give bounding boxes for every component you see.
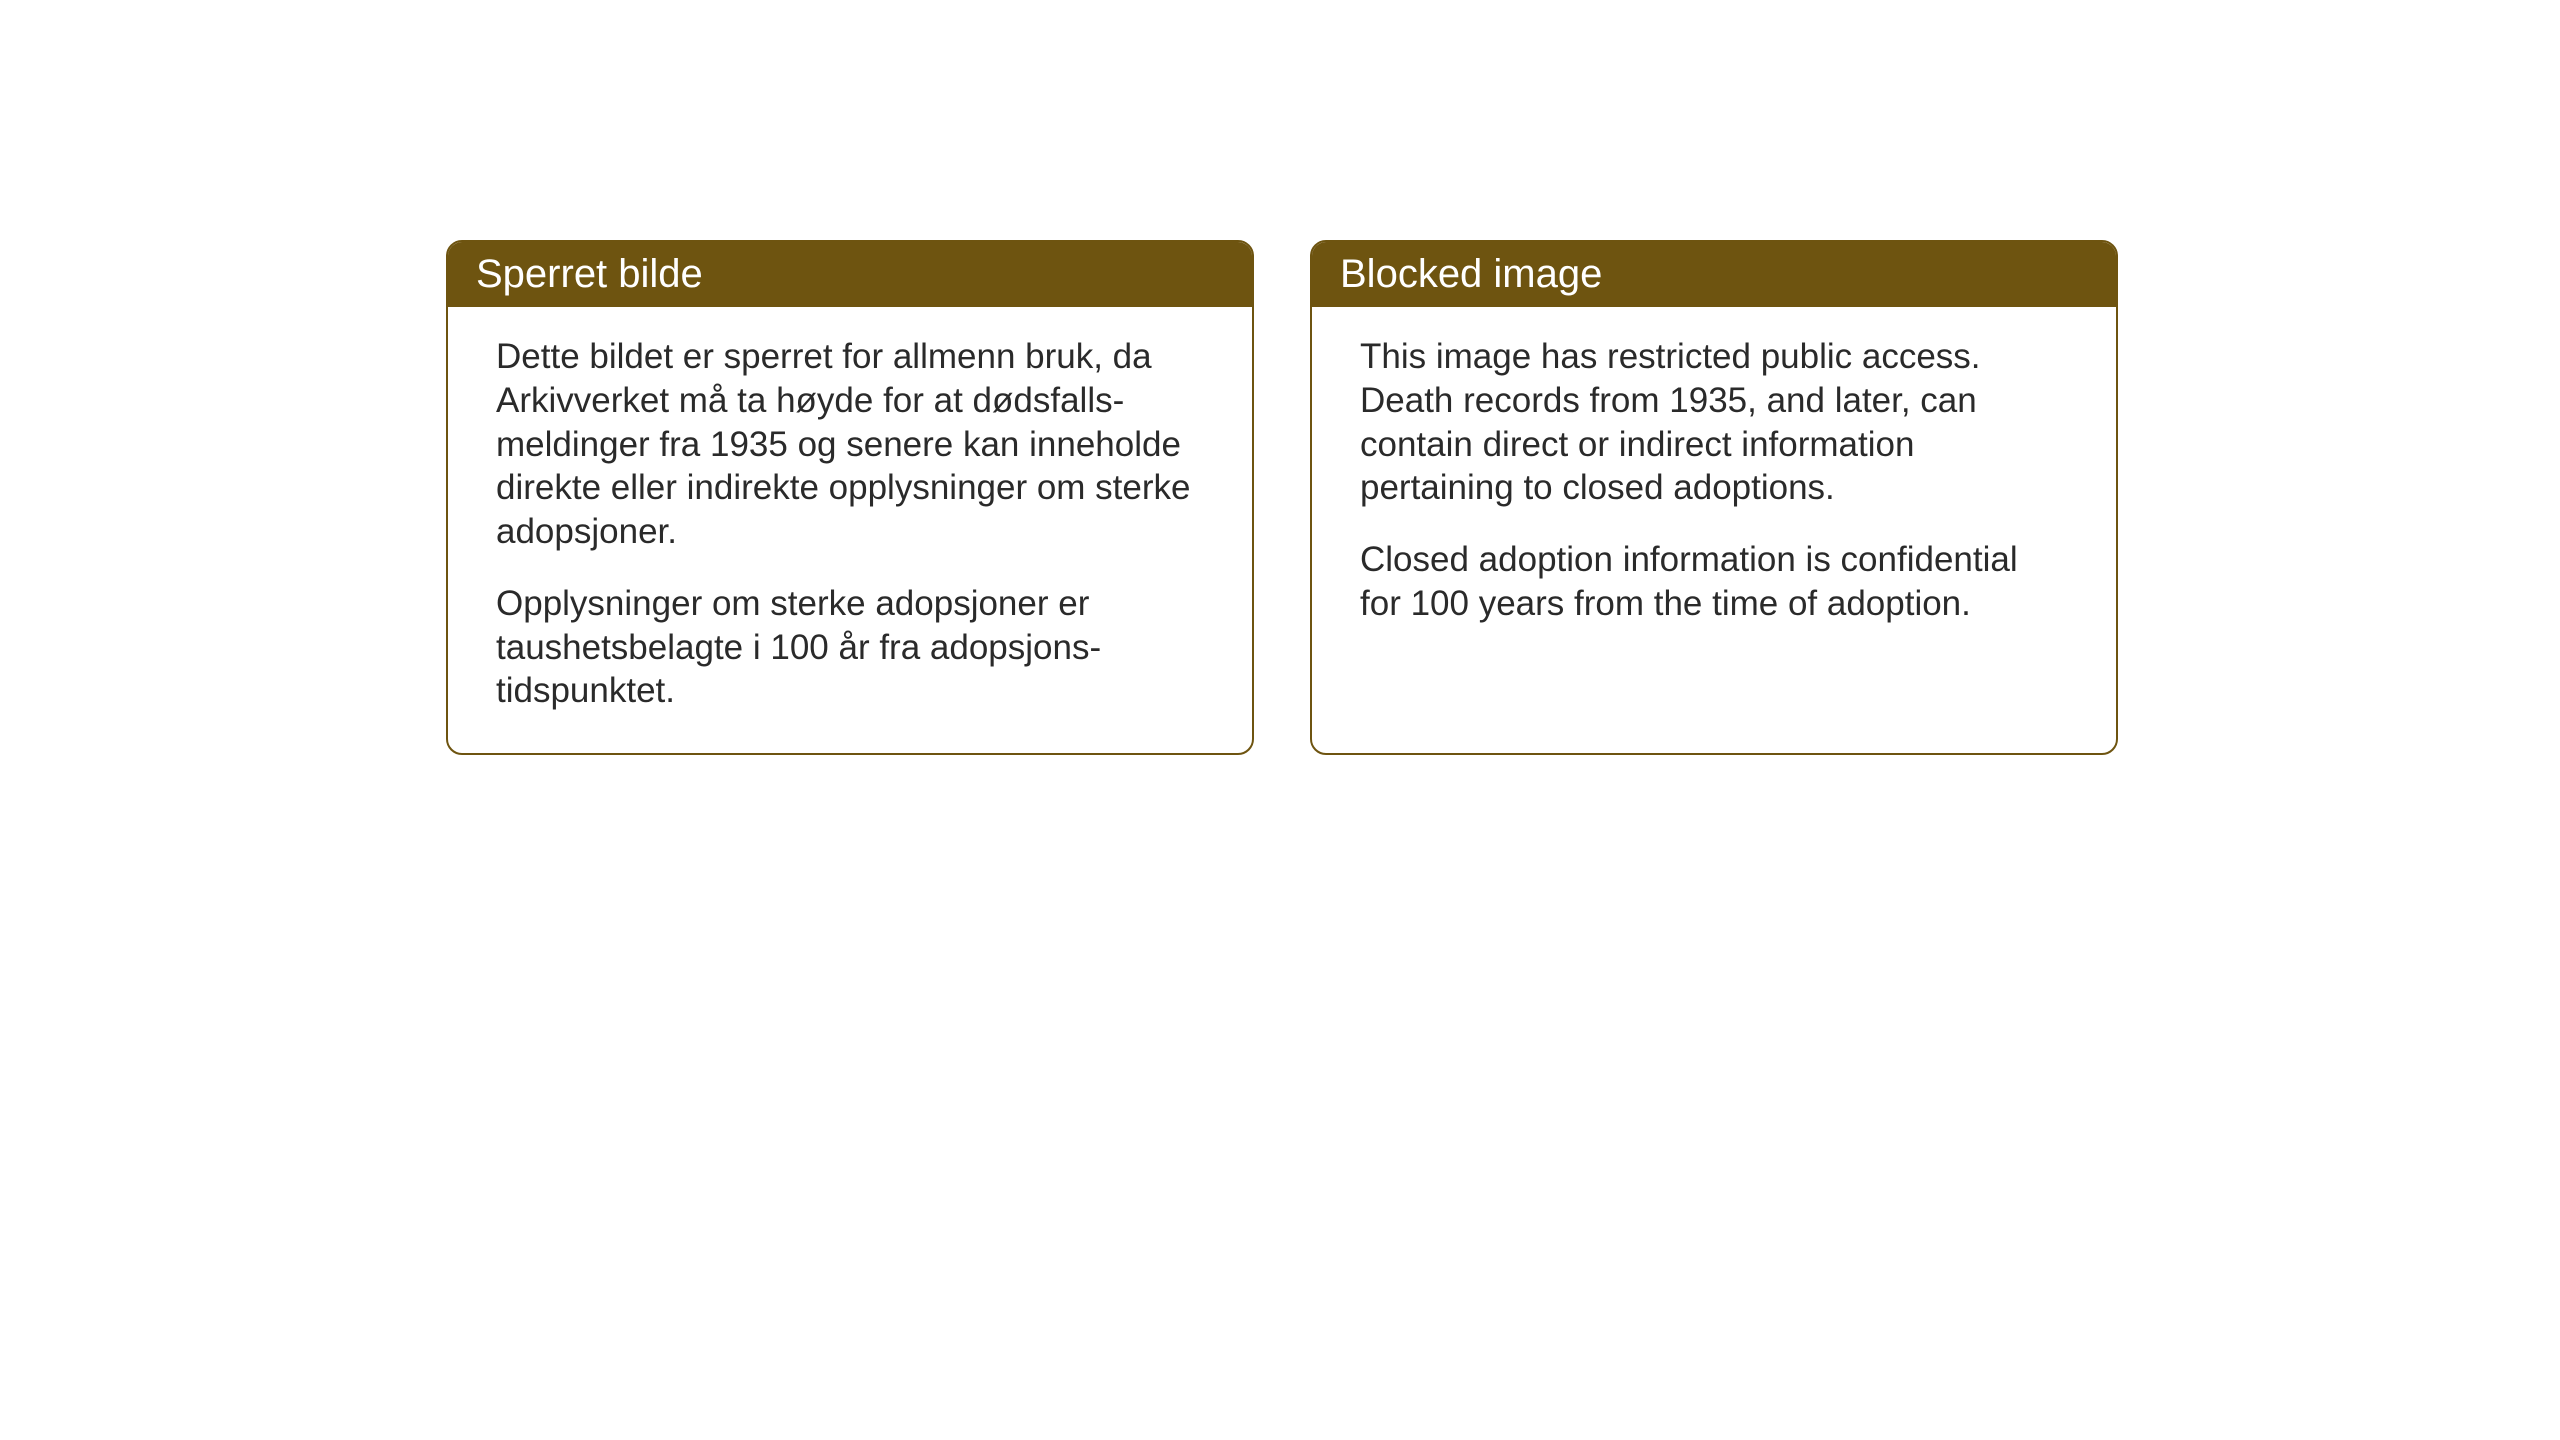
blocked-image-card-english: Blocked image This image has restricted … [1310, 240, 2118, 755]
card-title-english: Blocked image [1340, 252, 1602, 296]
card-header-english: Blocked image [1312, 242, 2116, 307]
card-body-english: This image has restricted public access.… [1312, 307, 2116, 666]
cards-container: Sperret bilde Dette bildet er sperret fo… [446, 240, 2118, 755]
card-paragraph-norwegian-2: Opplysninger om sterke adopsjoner er tau… [496, 582, 1204, 713]
card-paragraph-english-2: Closed adoption information is confident… [1360, 538, 2068, 626]
card-paragraph-norwegian-1: Dette bildet er sperret for allmenn bruk… [496, 335, 1204, 554]
blocked-image-card-norwegian: Sperret bilde Dette bildet er sperret fo… [446, 240, 1254, 755]
card-body-norwegian: Dette bildet er sperret for allmenn bruk… [448, 307, 1252, 753]
card-title-norwegian: Sperret bilde [476, 252, 703, 296]
card-paragraph-english-1: This image has restricted public access.… [1360, 335, 2068, 510]
card-header-norwegian: Sperret bilde [448, 242, 1252, 307]
